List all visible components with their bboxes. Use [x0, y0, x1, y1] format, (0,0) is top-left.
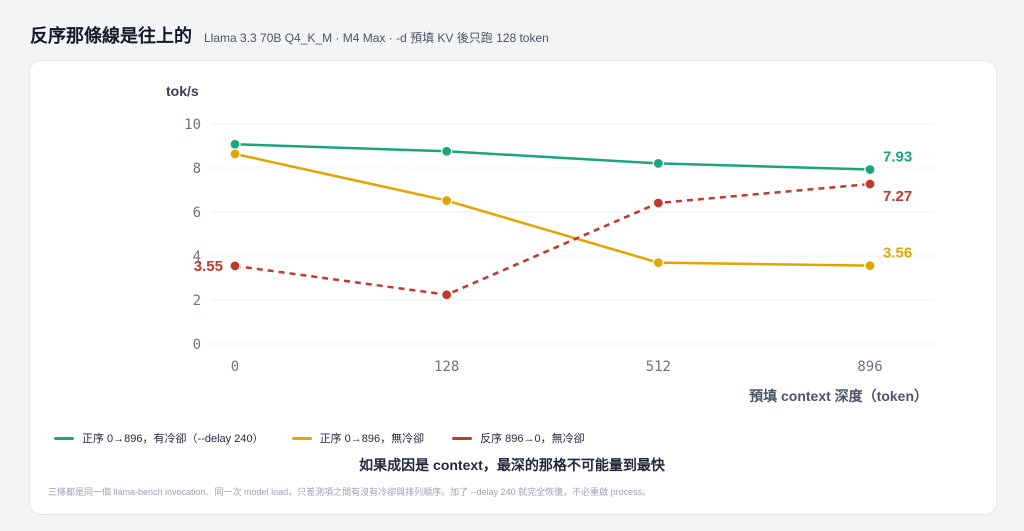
data-label: 3.56	[883, 245, 912, 262]
data-point	[652, 157, 664, 169]
data-point	[441, 145, 453, 157]
data-point	[652, 257, 664, 269]
x-tick-label: 0	[231, 359, 239, 375]
x-tick-label: 896	[857, 359, 882, 375]
x-tick-label: 512	[646, 359, 671, 375]
chart-footnote: 三條都是同一個 llama-bench invocation、同一次 model…	[48, 487, 652, 497]
header: 反序那條線是往上的 Llama 3.3 70B Q4_K_M · M4 Max …	[30, 22, 549, 48]
chart-subtitle: Llama 3.3 70B Q4_K_M · M4 Max · -d 預填 KV…	[204, 31, 549, 45]
data-point	[864, 260, 876, 272]
series-line-0	[234, 142, 871, 171]
legend-swatch	[452, 436, 473, 440]
data-point	[229, 138, 241, 150]
chart-card	[29, 60, 997, 515]
y-tick-label: 4	[193, 249, 201, 265]
data-point	[652, 197, 664, 209]
legend-label: 反序 896→0，無冷卻	[480, 433, 585, 445]
legend-item: 反序 896→0，無冷卻	[452, 430, 585, 446]
data-point	[864, 178, 876, 190]
legend-swatch	[54, 436, 74, 440]
y-tick-label: 10	[184, 117, 201, 133]
y-tick-label: 0	[193, 337, 201, 353]
legend-item: 正序 0→896，有冷卻（--delay 240）	[54, 430, 264, 446]
chart-title: 反序那條線是往上的	[30, 26, 192, 46]
legend: 正序 0→896，有冷卻（--delay 240） 正序 0→896，無冷卻 反序 …	[54, 430, 585, 446]
data-label: 7.93	[883, 149, 912, 166]
y-axis-label: tok/s	[166, 83, 199, 99]
data-point	[229, 148, 241, 160]
legend-label: 正序 0→896，無冷卻	[319, 433, 425, 445]
legend-item: 正序 0→896，無冷卻	[291, 430, 425, 446]
data-label: 7.27	[883, 188, 912, 205]
x-tick-label: 128	[434, 359, 459, 375]
data-point	[441, 194, 453, 207]
data-point	[864, 163, 876, 176]
y-tick-label: 8	[193, 161, 201, 177]
x-axis-label: 預填 context 深度（token）	[749, 388, 928, 404]
y-tick-label: 2	[193, 293, 201, 309]
data-point	[441, 289, 453, 301]
data-point	[229, 260, 241, 272]
chart-headline: 如果成因是 context，最深的那格不可能量到最快	[359, 457, 665, 473]
legend-swatch	[291, 436, 312, 440]
data-label: 3.55	[194, 258, 223, 275]
legend-label: 正序 0→896，有冷卻（--delay 240）	[82, 433, 264, 445]
y-tick-label: 6	[193, 205, 201, 221]
series-line-2	[234, 182, 871, 296]
series-line-1	[234, 152, 871, 267]
